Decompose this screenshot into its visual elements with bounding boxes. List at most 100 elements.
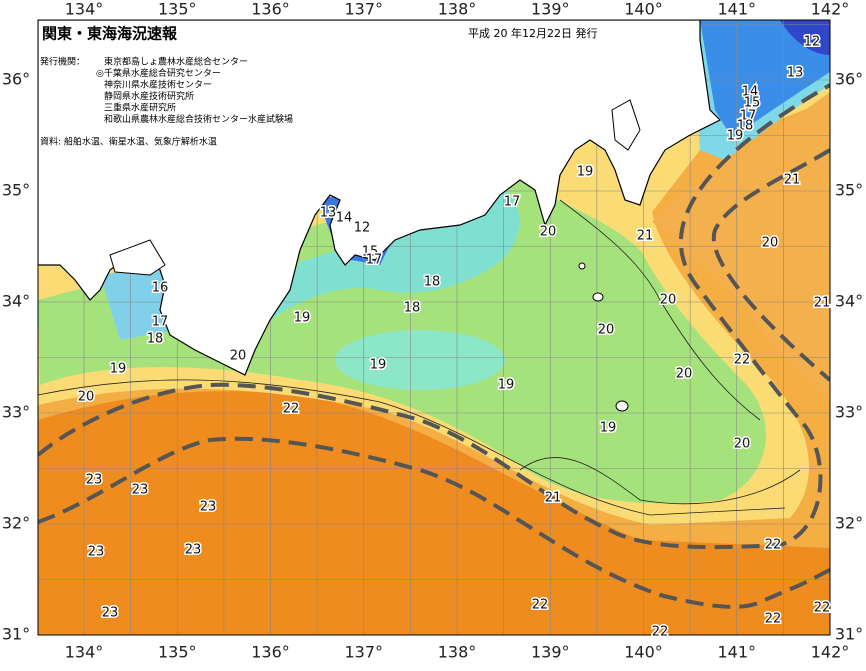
longitude-label: 139° <box>531 643 570 662</box>
issuer: 和歌山県農林水産総合技術センター水産試験場 <box>104 113 293 125</box>
latitude-label: 35° <box>2 181 30 200</box>
longitude-label: 142° <box>811 643 850 662</box>
contour-label: 17 <box>152 315 169 330</box>
contour-label: 12 <box>804 35 821 50</box>
cold-water <box>700 20 830 138</box>
latitude-label: 36° <box>835 70 863 89</box>
contour-label: 23 <box>200 500 217 515</box>
issuer: 神奈川県水産技術センター <box>104 79 212 91</box>
contour-label: 19 <box>370 358 387 373</box>
contour-label: 20 <box>230 349 247 364</box>
island <box>578 262 586 270</box>
contour-label: 21 <box>637 229 654 244</box>
contour-label: 21 <box>545 491 562 506</box>
contour-label: 23 <box>185 543 202 558</box>
latitude-label: 34° <box>835 292 863 311</box>
contour-label: 13 <box>787 66 804 81</box>
issuer: 静岡県水産技術研究所 <box>104 90 194 102</box>
longitude-label: 139° <box>531 0 570 19</box>
contour-label: 22 <box>765 612 782 627</box>
water-zone <box>335 330 505 390</box>
latitude-label: 32° <box>835 514 863 533</box>
longitude-label: 135° <box>158 643 197 662</box>
longitude-label: 137° <box>344 0 383 19</box>
latitude-label: 32° <box>2 514 30 533</box>
contour-label: 19 <box>498 378 515 393</box>
contour-label: 19 <box>600 421 617 436</box>
contour-label: 19 <box>110 362 127 377</box>
contour-label: 20 <box>598 323 615 338</box>
contour-label: 19 <box>577 165 594 180</box>
contour-label: 20 <box>540 225 557 240</box>
contour-label: 23 <box>88 545 105 560</box>
contour-label: 20 <box>78 390 95 405</box>
latitude-label: 33° <box>835 403 863 422</box>
contour-line <box>519 457 801 505</box>
contour-line <box>38 379 786 516</box>
longitude-label: 142° <box>811 0 850 19</box>
contour-label: 14 <box>742 85 759 100</box>
contour-label: 23 <box>132 483 149 498</box>
contour-label: 18 <box>737 119 754 134</box>
contour-label: 17 <box>740 109 757 124</box>
issuer: 東京都島しょ農林水産総合センター <box>104 56 248 68</box>
issue-date: 平成 20 年12月22日 発行 <box>468 26 597 40</box>
contour-label: 20 <box>660 293 677 308</box>
longitude-label: 138° <box>438 0 477 19</box>
map-title: 関東・東海海況速報 <box>42 25 178 43</box>
longitude-label: 134° <box>65 643 104 662</box>
contour-label: 21 <box>784 173 801 188</box>
kuroshio-axis <box>711 148 830 382</box>
contour-label: 22 <box>283 402 300 417</box>
issuer-label: 発行機関： <box>40 56 85 68</box>
contour-label: 17 <box>366 253 383 268</box>
map-area <box>38 20 830 635</box>
longitude-label: 135° <box>158 0 197 19</box>
contour-line <box>559 199 761 421</box>
contour-label: 14 <box>336 211 353 226</box>
kuroshio-axis <box>38 436 830 609</box>
latitude-label: 31° <box>2 625 30 644</box>
data-source: 資料: 船舶水温、衛星水温、気象庁解析水温 <box>40 136 217 148</box>
island <box>615 400 629 412</box>
contour-label: 23 <box>102 606 119 621</box>
latitude-label: 34° <box>2 292 30 311</box>
contour-label: 17 <box>504 195 521 210</box>
water-zone <box>652 92 830 400</box>
latitude-label: 31° <box>835 625 863 644</box>
longitude-label: 141° <box>717 643 756 662</box>
contour-label: 20 <box>762 236 779 251</box>
contour-label: 20 <box>734 437 751 452</box>
contour-label: 13 <box>320 206 337 221</box>
contour-label: 15 <box>362 245 379 260</box>
contour-label: 16 <box>152 281 169 296</box>
contour-label: 15 <box>744 96 761 111</box>
contour-label: 22 <box>532 598 549 613</box>
issuer: ◎千葉県水産総合研究センター <box>96 67 221 79</box>
latitude-label: 33° <box>2 403 30 422</box>
contour-label: 21 <box>814 296 831 311</box>
contour-label: 19 <box>727 129 744 144</box>
contour-label: 22 <box>652 625 669 640</box>
cold-water <box>780 20 830 55</box>
longitude-label: 134° <box>65 0 104 19</box>
contour-label: 23 <box>86 473 103 488</box>
island <box>592 292 604 302</box>
issuer: 三重県水産研究所 <box>104 102 176 114</box>
longitude-label: 140° <box>624 0 663 19</box>
contour-label: 19 <box>294 311 311 326</box>
longitude-label: 136° <box>251 0 290 19</box>
contour-label: 22 <box>814 601 831 616</box>
contour-label: 22 <box>734 353 751 368</box>
longitude-label: 141° <box>717 0 756 19</box>
kuroshio-axis <box>38 83 830 550</box>
contour-label: 12 <box>354 221 371 236</box>
longitude-label: 140° <box>624 643 663 662</box>
latitude-label: 36° <box>2 70 30 89</box>
longitude-label: 138° <box>438 643 477 662</box>
island <box>109 239 166 276</box>
contour-label: 18 <box>404 301 421 316</box>
island <box>611 99 641 151</box>
